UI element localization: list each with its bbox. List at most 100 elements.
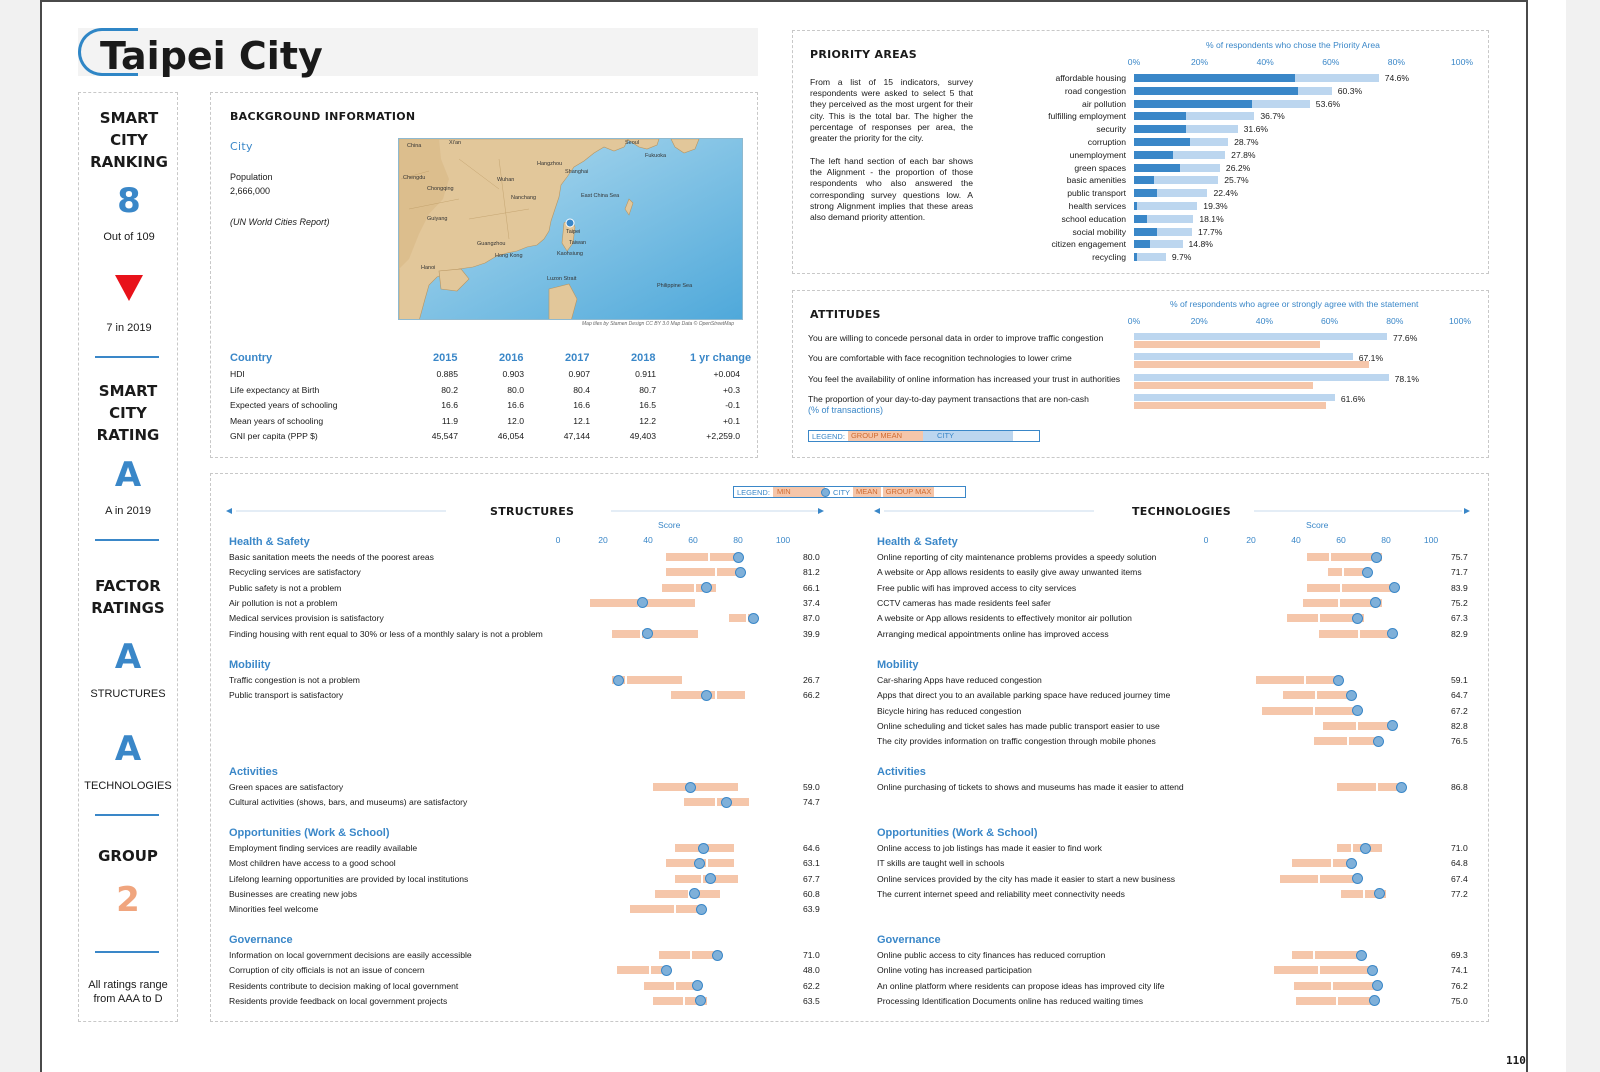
factor-value: 82.9	[1451, 628, 1468, 639]
ratings-footnote: All ratings range from AAA to D	[88, 979, 168, 1005]
priority-total-bar	[1134, 176, 1219, 185]
table-header: 2017	[565, 352, 590, 364]
city-score-dot	[748, 612, 760, 624]
city-score-dot	[612, 674, 624, 686]
axis-tick: 40	[643, 535, 653, 545]
factor-label: The current internet speed and reliabili…	[877, 888, 1125, 899]
factor-value: 69.3	[1451, 950, 1468, 960]
range-min-mean	[1293, 981, 1331, 990]
range-min-mean	[1318, 629, 1358, 638]
factor-value: 67.2	[1451, 705, 1468, 716]
priority-alignment-bar	[1134, 227, 1157, 236]
range-mean-max	[1319, 966, 1377, 975]
factor-label: Minorities feel welcome	[229, 904, 319, 915]
priority-paragraph: From a list of 15 indicators, survey res…	[810, 77, 973, 144]
priority-value: 9.7%	[1171, 252, 1192, 263]
priority-alignment-bar	[1134, 163, 1180, 172]
priority-value: 28.7%	[1234, 137, 1259, 147]
factor-label: Online voting has increased participatio…	[877, 965, 1032, 976]
city-score-dot	[1367, 964, 1379, 976]
factor-label: Apps that direct you to an available par…	[877, 690, 1171, 701]
range-min-mean	[1273, 966, 1318, 975]
range-mean-max	[689, 889, 720, 898]
attitude-group-bar	[1134, 361, 1369, 368]
priority-value: 26.2%	[1225, 162, 1251, 173]
table-cell: 0.911	[635, 369, 656, 379]
factor-label: A website or App allows residents to eff…	[877, 613, 1132, 624]
map-label: Kaohsiung	[557, 251, 583, 257]
range-min-mean	[1282, 691, 1316, 700]
priority-label: unemployment	[1069, 149, 1126, 160]
ranking-heading: SMART CITY RANKING	[90, 109, 168, 171]
left-margin	[0, 0, 40, 1072]
factor-label: Finding housing with rent equal to 30% o…	[229, 628, 543, 639]
city-score-dot	[712, 949, 724, 961]
city-score-dot	[636, 597, 648, 609]
range-mean-max	[1315, 951, 1364, 959]
priority-value: 18.1%	[1199, 213, 1224, 224]
city-score-dot	[704, 873, 716, 885]
technologies-score-label: Score	[1306, 520, 1329, 530]
axis-tick: 0%	[1127, 316, 1141, 326]
group-value: 2	[116, 880, 140, 920]
axis-tick: 20%	[1190, 57, 1209, 67]
factor-label: Free public wifi has improved access to …	[877, 582, 1077, 593]
attitude-group-bar	[1134, 402, 1327, 409]
section-heading: Mobility	[229, 659, 271, 671]
attitude-value: 61.6%	[1340, 394, 1366, 404]
factor-label: Lifelong learning opportunities are prov…	[229, 873, 469, 884]
structures-rating: A	[114, 637, 142, 677]
region-map[interactable]: Xi'an China Seoul Fukuoka Chengdu Wuhan …	[398, 138, 743, 320]
axis-tick: 100%	[1451, 57, 1473, 67]
section-heading: Activities	[877, 766, 926, 778]
range-min-mean	[1336, 844, 1352, 852]
factor-value: 67.7	[803, 873, 820, 884]
range-min-mean	[1307, 553, 1329, 561]
priority-alignment-bar	[1134, 202, 1138, 210]
table-cell: 80.4	[573, 384, 590, 395]
city-score-dot	[1346, 689, 1358, 701]
table-cell: Life expectancy at Birth	[230, 384, 320, 395]
priority-alignment-bar	[1134, 138, 1190, 146]
priority-heading: PRIORITY AREAS	[810, 48, 917, 61]
factor-label: Recycling services are satisfactory	[229, 567, 361, 578]
group-heading: GROUP	[98, 847, 158, 865]
range-mean-max	[626, 676, 682, 684]
factor-label: Residents provide feedback on local gove…	[229, 995, 448, 1006]
factor-label: IT skills are taught well in schools	[877, 858, 1005, 869]
range-mean-max	[1344, 568, 1371, 577]
axis-tick: 20%	[1190, 316, 1208, 326]
axis-tick: 60%	[1320, 316, 1339, 326]
table-cell: 47,144	[563, 431, 590, 441]
section-heading: Governance	[877, 934, 941, 946]
range-min-mean	[652, 783, 692, 791]
technologies-arrow-line	[874, 508, 1470, 514]
factor-label: Public transport is satisfactory	[229, 690, 344, 701]
axis-tick: 0	[1203, 535, 1209, 545]
city-score-dot	[692, 980, 704, 992]
table-cell: Expected years of schooling	[230, 400, 338, 410]
city-score-dot	[1395, 781, 1407, 793]
range-mean-max	[1306, 676, 1344, 684]
right-margin	[1566, 0, 1600, 1072]
down-arrow-icon	[115, 275, 143, 301]
city-score-dot	[732, 551, 744, 563]
map-label: Xi'an	[449, 140, 462, 146]
factor-label: Employment finding services are readily …	[229, 843, 418, 853]
axis-tick: 0	[555, 535, 561, 545]
range-mean-max	[1315, 706, 1359, 715]
attitude-city-bar	[1134, 374, 1389, 381]
map-label: Hong Kong	[495, 253, 523, 259]
axis-tick: 40	[1291, 535, 1301, 545]
factor-label: Air pollution is not a problem	[229, 597, 338, 608]
factor-label: An online platform where residents can p…	[877, 980, 1165, 991]
priority-alignment-bar	[1134, 86, 1298, 95]
legend-city: CITY	[832, 487, 851, 497]
rating-previous: A in 2019	[105, 505, 151, 517]
factor-label: Online scheduling and ticket sales has m…	[877, 720, 1160, 731]
priority-alignment-bar	[1134, 240, 1151, 249]
axis-tick: 80	[733, 535, 743, 545]
factor-value: 74.1	[1451, 965, 1468, 976]
attitudes-sub-note: (% of transactions)	[808, 405, 884, 415]
technologies-rating: A	[114, 729, 142, 769]
